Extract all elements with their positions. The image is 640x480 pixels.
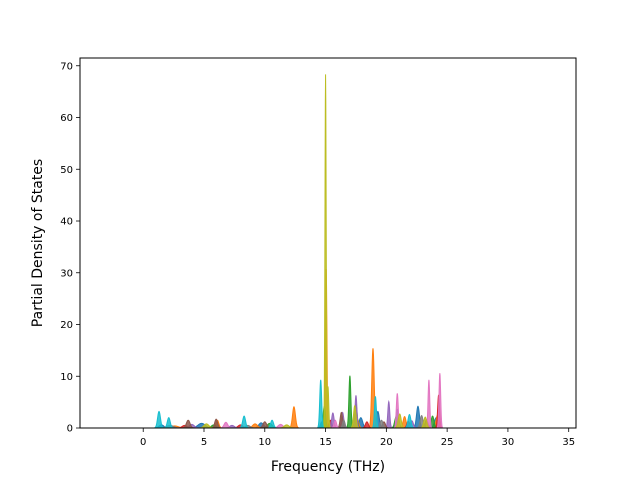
series-layer [103, 74, 555, 429]
x-tick-label: 10 [258, 437, 271, 448]
y-axis-label: Partial Density of States [30, 159, 46, 327]
x-tick-label: 15 [319, 437, 332, 448]
y-tick-label: 30 [60, 268, 73, 279]
y-tick-label: 40 [60, 217, 73, 228]
y-ticks: 0 10 20 30 40 50 60 70 [60, 61, 80, 435]
x-axis-label: Frequency (THz) [271, 459, 385, 475]
x-tick-label: 30 [502, 437, 515, 448]
x-tick-label: 5 [201, 437, 207, 448]
y-tick-label: 50 [60, 165, 73, 176]
y-tick-label: 10 [60, 372, 73, 383]
y-tick-label: 70 [60, 61, 73, 72]
series-area-9 [103, 74, 555, 429]
x-tick-label: 25 [441, 437, 454, 448]
x-ticks: 0 5 10 15 20 25 30 35 [140, 428, 575, 448]
x-tick-label: 20 [380, 437, 393, 448]
y-tick-label: 20 [60, 320, 73, 331]
y-tick-label: 0 [67, 424, 73, 435]
y-tick-label: 60 [60, 113, 73, 124]
x-tick-label: 35 [562, 437, 575, 448]
plot-frame [79, 57, 577, 429]
x-tick-label: 0 [140, 437, 146, 448]
